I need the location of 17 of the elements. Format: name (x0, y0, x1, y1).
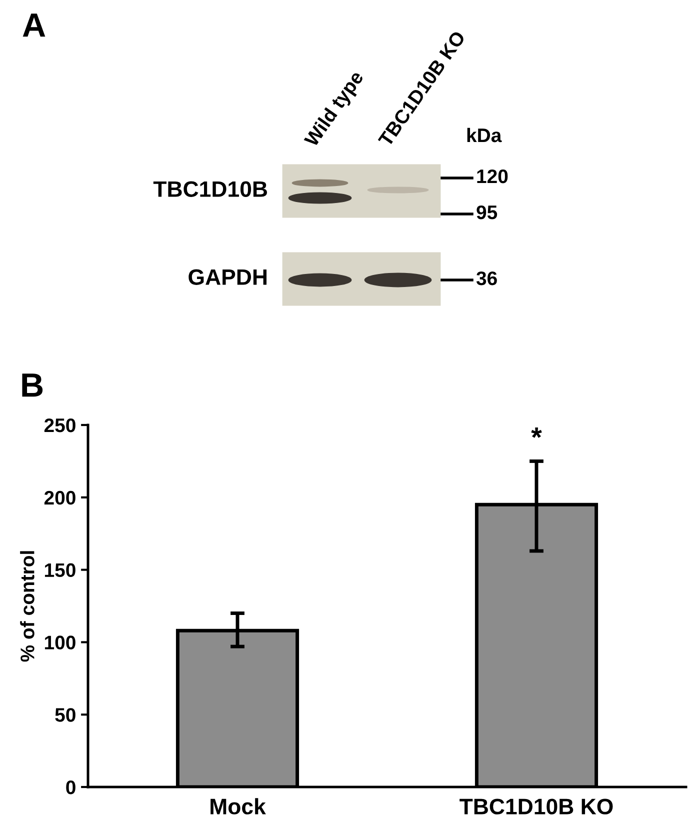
text: 120 (477, 169, 508, 184)
text: 36 (476, 271, 497, 286)
y-tick-label: 200 (44, 490, 76, 505)
text: A (22, 14, 46, 37)
y-tick-label: 50 (55, 708, 76, 722)
y-tick-label: 250 (44, 418, 76, 432)
x-tick-label: Mock (210, 798, 266, 814)
text: kDa (467, 128, 502, 142)
text: 95 (476, 205, 498, 220)
annotation: * (531, 428, 542, 438)
y-tick-label: 150 (44, 563, 76, 578)
y-axis-title: % of control (20, 551, 34, 662)
y-tick-label: 100 (44, 636, 76, 650)
text: GAPDH (188, 269, 266, 285)
y-tick-label: 0 (66, 780, 76, 794)
text: TBC1D10B (153, 181, 267, 197)
chart-title: B (22, 374, 43, 397)
